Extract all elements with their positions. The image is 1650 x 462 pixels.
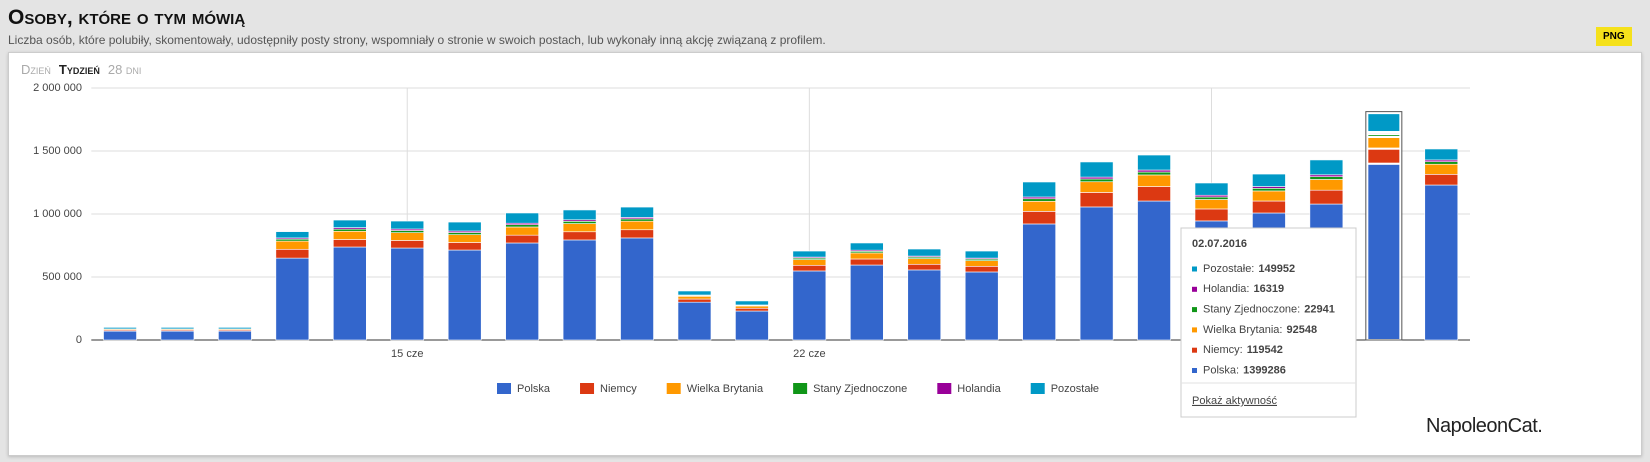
legend-label: Pozostałe (1051, 383, 1099, 395)
legend-label: Polska (517, 383, 551, 395)
bar-segment (850, 264, 884, 341)
bar-segment (333, 219, 367, 228)
bar-segment (677, 301, 712, 341)
bar-segment (390, 247, 425, 341)
tooltip-label: Pozostałe: (1203, 263, 1254, 275)
legend-label: Holandia (957, 383, 1001, 395)
tooltip-label: Niemcy: (1203, 344, 1243, 356)
bar-segment (562, 239, 597, 341)
bar-segment (275, 257, 310, 341)
y-tick-label: 1 000 000 (33, 208, 82, 220)
bar-segment (1137, 200, 1171, 341)
bar-segment (850, 242, 884, 251)
y-tick-label: 0 (76, 334, 82, 346)
tooltip-value: 92548 (1286, 324, 1317, 336)
tooltip-link[interactable]: Pokaż aktywność (1192, 395, 1277, 407)
tooltip-value: 149952 (1258, 263, 1295, 275)
bar-segment (907, 269, 942, 341)
x-tick-label: 15 cze (391, 348, 423, 360)
tab-active[interactable]: Tydzień (58, 62, 100, 77)
bar-segment (1022, 223, 1056, 341)
bar-segment (1137, 154, 1171, 171)
tooltip-value: 16319 (1253, 283, 1284, 295)
legend-swatch (580, 383, 595, 394)
bar-segment (562, 209, 597, 221)
y-tick-label: 2 000 000 (33, 82, 82, 94)
legend-swatch (666, 383, 681, 394)
bar-segment (620, 237, 654, 341)
bar-segment (1366, 112, 1402, 134)
legend-label: Wielka Brytania (687, 383, 764, 395)
tooltip-swatch (1192, 286, 1197, 292)
tooltip-value: 1399286 (1243, 364, 1286, 376)
tab[interactable]: Dzień (21, 62, 51, 77)
tab[interactable]: 28 dni (107, 62, 142, 77)
bar-segment (620, 206, 654, 218)
page-title: Osoby, które o tym mówią (8, 6, 246, 29)
bar-segment (505, 212, 539, 224)
bar-segment (333, 246, 367, 341)
bar-segment (1079, 161, 1114, 178)
brand-logo: NapoleonCat. (1426, 415, 1543, 437)
tooltip-box (1180, 227, 1357, 418)
tooltip-label: Holandia: (1203, 283, 1249, 295)
period-tabs: Dzień Tydzień 28 dni (21, 62, 149, 77)
bar-segment (735, 300, 769, 306)
bar-segment (964, 250, 999, 259)
bar-segment (160, 327, 195, 330)
tooltip-swatch (1192, 307, 1197, 313)
tooltip-swatch (1192, 347, 1197, 353)
bar-segment (1252, 173, 1286, 187)
bar-segment (792, 270, 827, 341)
bar-segment (505, 242, 539, 341)
bar-segment (792, 250, 827, 258)
bar-segment (103, 327, 137, 330)
bar-segment (1022, 181, 1056, 198)
bar-segment (735, 310, 769, 341)
bar-segment (907, 248, 942, 257)
legend-swatch (793, 383, 808, 394)
legend-swatch (1030, 383, 1045, 394)
bar-segment (390, 220, 425, 230)
legend-label: Stany Zjednoczone (813, 383, 907, 395)
bar-segment (964, 271, 999, 341)
y-tick-label: 500 000 (42, 271, 82, 283)
page-subtitle: Liczba osób, które polubiły, skomentował… (8, 33, 826, 47)
tooltip-label: Stany Zjednoczone: (1203, 304, 1300, 316)
tooltip-value: 119542 (1247, 344, 1283, 356)
y-tick-label: 1 500 000 (33, 145, 82, 157)
png-button[interactable]: PNG (1596, 27, 1632, 46)
bar-segment (1366, 162, 1402, 341)
bar-segment (218, 327, 252, 330)
tooltip-swatch (1192, 368, 1197, 373)
bar-segment (1424, 148, 1459, 161)
tooltip-swatch (1192, 327, 1197, 333)
legend-swatch (497, 383, 511, 394)
bar-segment (677, 290, 712, 296)
bar-segment (275, 231, 310, 239)
tooltip-label: Wielka Brytania: (1203, 324, 1282, 336)
bar-segment (1309, 159, 1344, 176)
tooltip-label: Polska: (1203, 364, 1239, 376)
bar-segment (447, 221, 482, 232)
highlight-outline (1365, 111, 1403, 341)
tooltip-value: 22941 (1304, 304, 1335, 316)
tooltip-swatch (1192, 266, 1197, 272)
legend-swatch (937, 383, 952, 394)
x-tick-label: 22 cze (793, 348, 825, 360)
bar-segment (1194, 182, 1229, 196)
tooltip-date: 02.07.2016 (1192, 238, 1247, 250)
legend-label: Niemcy (600, 383, 637, 395)
